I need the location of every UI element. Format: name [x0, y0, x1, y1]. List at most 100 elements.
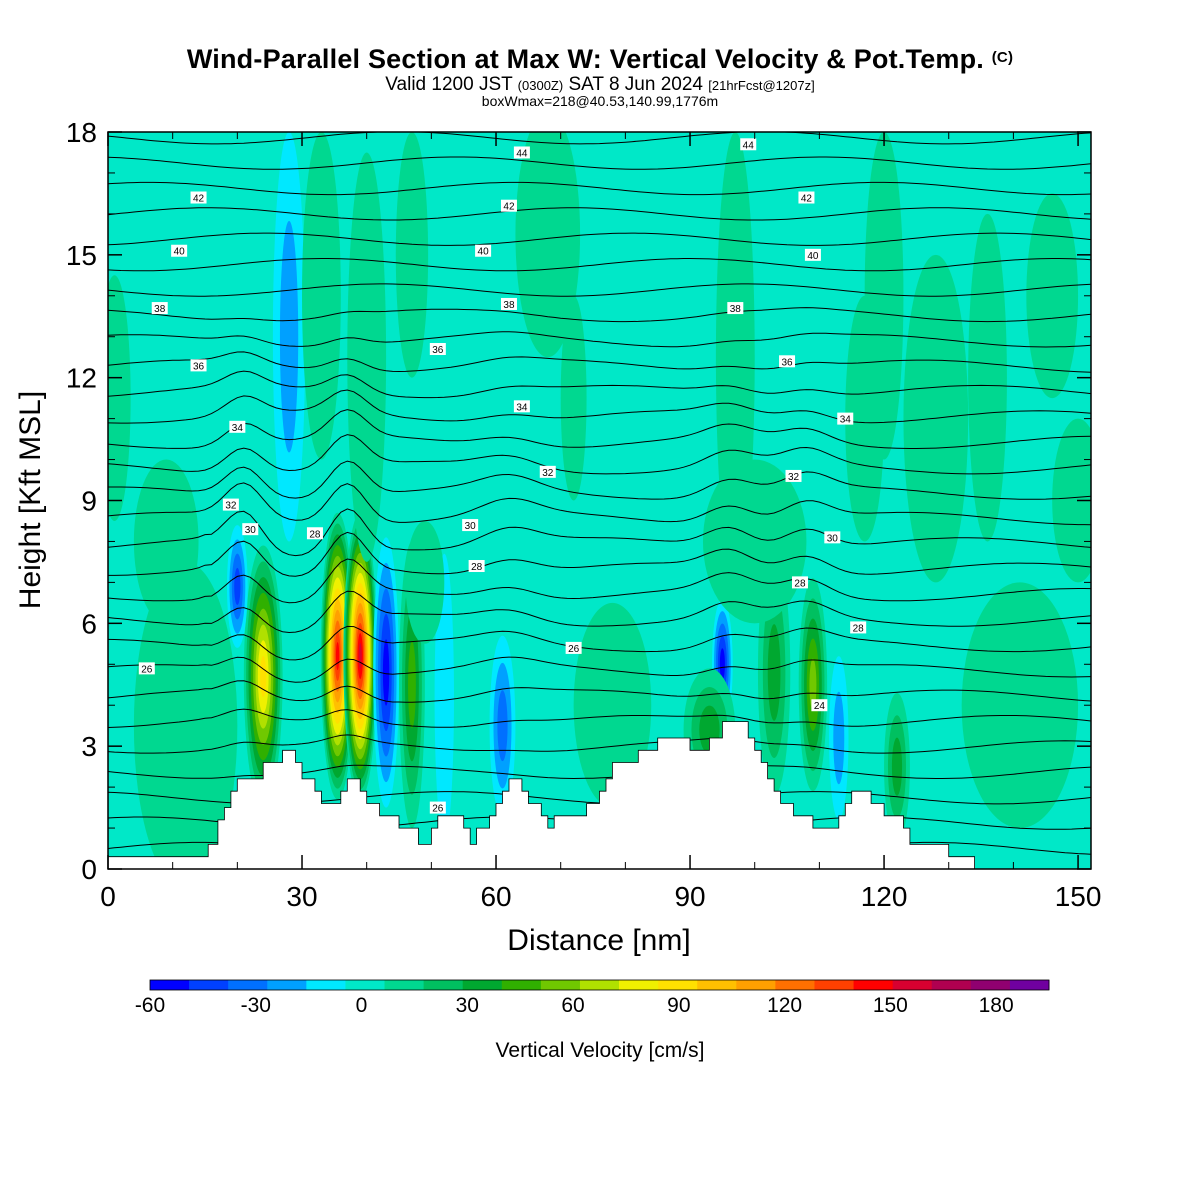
colorbar-swatch — [384, 980, 425, 990]
isentrope-label: 44 — [513, 146, 530, 159]
isentrope-label-text: 30 — [827, 533, 839, 544]
isentrope-label: 42 — [190, 191, 207, 205]
w-feature — [226, 525, 248, 648]
isentrope-line — [108, 531, 1091, 577]
w-feature — [302, 132, 341, 460]
isentrope-label-text: 34 — [232, 423, 244, 434]
w-contour-band — [382, 639, 390, 706]
w-feature — [133, 561, 238, 869]
w-feature — [395, 132, 429, 378]
isentrope-label: 30 — [242, 523, 259, 536]
isentrope-label: 34 — [229, 420, 246, 434]
w-feature — [373, 537, 400, 808]
colorbar-swatch — [267, 980, 307, 990]
isentrope-label-text: 30 — [245, 525, 257, 536]
isentrope-label-text: 44 — [516, 148, 528, 159]
isentrope-label: 32 — [539, 465, 556, 479]
colorbar-swatch — [619, 980, 659, 990]
w-feature — [405, 520, 445, 644]
isentrope-line — [108, 656, 1091, 683]
isentrope-label: 24 — [811, 699, 828, 712]
terrain — [108, 721, 1091, 869]
chart-title: Wind-Parallel Section at Max W: Vertical… — [0, 44, 1200, 75]
isentrope-label-text: 40 — [478, 247, 490, 258]
colorbar-swatch — [892, 980, 933, 990]
colorbar-swatch — [345, 980, 386, 990]
x-axis-label: Distance [nm] — [507, 924, 690, 957]
w-feature — [243, 545, 283, 808]
isentrope-label: 40 — [171, 244, 188, 258]
isentrope-label-text: 28 — [794, 578, 806, 589]
colorbar-swatch — [697, 980, 737, 990]
isentrope-line — [108, 434, 1091, 475]
colorbar-swatch — [228, 980, 268, 990]
colorbar-tick-label: 0 — [356, 994, 368, 1017]
isentrope-line — [108, 132, 1091, 145]
colorbar-swatch — [501, 980, 542, 990]
isentrope-label-text: 40 — [807, 251, 819, 262]
w-feature — [573, 602, 652, 808]
colorbar-swatch — [736, 980, 776, 990]
isentrope-label-text: 24 — [814, 701, 826, 712]
isentrope-line — [108, 351, 1091, 373]
vertical-velocity-field — [108, 132, 1091, 869]
isentrope-line — [108, 460, 1091, 500]
w-contour-band — [260, 656, 267, 698]
w-feature — [108, 275, 131, 521]
colorbar-swatch — [853, 980, 894, 990]
colorbar-tick-label: 30 — [456, 994, 479, 1017]
colorbar-tick-label: 90 — [667, 994, 690, 1017]
isentrope-label: 40 — [475, 244, 492, 258]
isentrope-label: 36 — [429, 343, 446, 356]
isentrope-label: 28 — [306, 527, 323, 540]
isentrope-label: 44 — [740, 138, 757, 151]
colorbar-tick-label: 150 — [873, 994, 908, 1017]
valid-prefix: Valid 1200 JST — [385, 74, 513, 95]
w-feature — [968, 213, 1007, 542]
w-contour-band — [279, 221, 299, 453]
w-feature — [1052, 418, 1091, 583]
w-contour-band — [961, 582, 1079, 829]
colorbar-tick-label: -30 — [241, 994, 271, 1017]
isentrope-label-text: 42 — [193, 194, 205, 205]
w-feature — [864, 132, 904, 460]
isentrope-line — [108, 232, 1091, 246]
colorbar-swatch — [1009, 980, 1050, 990]
w-feature — [829, 656, 849, 820]
isentrope-label-text: 38 — [154, 304, 166, 315]
chart-subtitle: Valid 1200 JST (0300Z) SAT 8 Jun 2024 [2… — [0, 75, 1200, 95]
isentrope-line — [108, 106, 1091, 118]
box-max-info: boxWmax=218@40.53,140.99,1776m — [481, 93, 719, 109]
isentrope-line — [108, 370, 1091, 399]
w-contour-band — [809, 658, 817, 711]
isentrope-label-text: 26 — [141, 664, 153, 675]
isentrope-line — [108, 558, 1091, 604]
isentrope-label-text: 32 — [225, 501, 237, 512]
w-contour-band — [1052, 418, 1091, 583]
x-tick-label: 30 — [286, 881, 317, 912]
w-feature — [489, 635, 516, 816]
isentrope-label: 42 — [798, 191, 815, 205]
valid-utc: (0300Z) — [517, 78, 564, 93]
isentrope-line — [108, 331, 1091, 348]
w-contour-band — [408, 641, 416, 729]
isentrope-label-text: 36 — [193, 361, 205, 372]
isentrope-label: 30 — [824, 531, 841, 544]
isentrope-label: 38 — [151, 302, 168, 315]
w-contour-band — [719, 648, 725, 681]
isentrope-label-text: 26 — [432, 804, 444, 815]
w-contour-band — [515, 132, 581, 358]
isentrope-label-text: 28 — [471, 562, 483, 573]
isentrope-line — [108, 680, 1091, 703]
isentrope-label: 40 — [804, 248, 821, 262]
y-tick-label: 6 — [81, 608, 97, 639]
colorbar-tick-label: 180 — [979, 994, 1014, 1017]
isentrope-line — [108, 156, 1091, 170]
isentrope-line — [108, 409, 1091, 449]
isentrope-label: 28 — [468, 560, 485, 573]
colorbar-swatch — [579, 980, 620, 990]
x-tick-label: 90 — [674, 881, 705, 912]
colorbar-tick-label: 60 — [561, 994, 584, 1017]
isentrope-label: 36 — [190, 359, 207, 372]
